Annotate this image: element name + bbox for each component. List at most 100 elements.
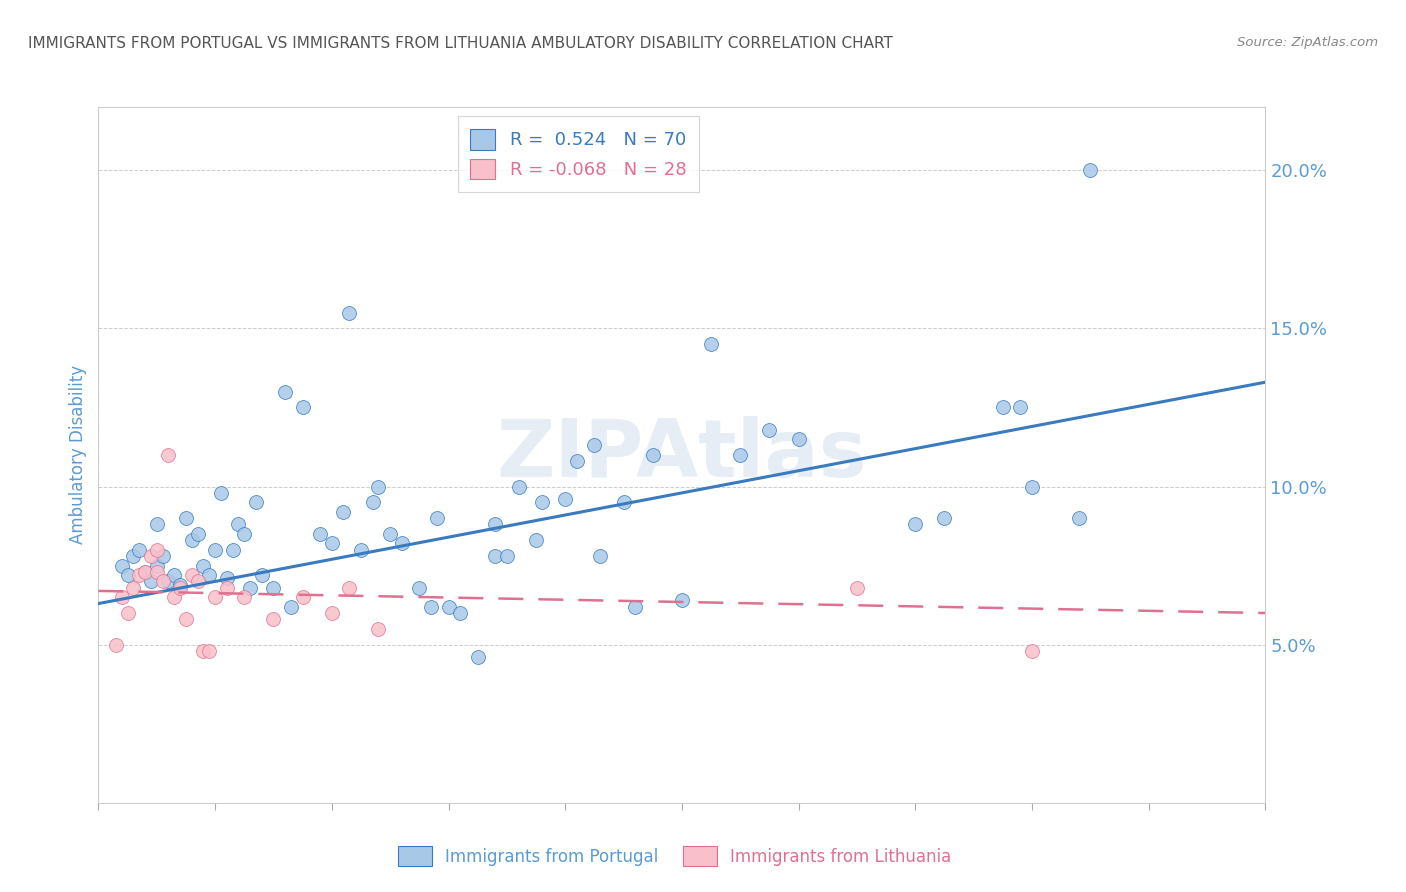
Point [169,581,191,595]
Point [117,606,139,620]
Point [198,644,221,658]
Point [221,542,243,557]
Point [146,558,169,573]
Text: IMMIGRANTS FROM PORTUGAL VS IMMIGRANTS FROM LITHUANIA AMBULATORY DISABILITY CORR: IMMIGRANTS FROM PORTUGAL VS IMMIGRANTS F… [28,36,893,51]
Point [174,612,197,626]
Point [420,599,443,614]
Point [508,479,530,493]
Point [391,536,413,550]
Point [437,599,460,614]
Point [134,565,156,579]
Point [157,448,180,462]
Point [180,568,202,582]
Point [641,448,664,462]
Point [262,581,284,595]
Point [152,574,174,589]
Point [408,581,430,595]
Point [758,423,780,437]
Point [250,568,273,582]
Point [215,581,238,595]
Point [332,505,354,519]
Point [152,549,174,563]
Point [484,549,506,563]
Point [233,591,256,605]
Point [934,511,956,525]
Point [449,606,471,620]
Point [169,577,191,591]
Point [496,549,519,563]
Point [122,581,145,595]
Point [291,591,314,605]
Point [1067,511,1090,525]
Point [583,438,606,452]
Point [730,448,752,462]
Point [187,574,209,589]
Point [367,479,389,493]
Point [239,581,262,595]
Point [367,622,389,636]
Point [245,495,267,509]
Point [612,495,634,509]
Point [1021,479,1043,493]
Point [624,599,647,614]
Point [228,517,250,532]
Point [209,486,232,500]
Point [467,650,489,665]
Point [589,549,612,563]
Point [122,549,145,563]
Point [163,591,186,605]
Text: ZIPAtlas: ZIPAtlas [496,416,868,494]
Point [554,492,576,507]
Point [146,542,169,557]
Point [321,536,343,550]
Point [198,568,221,582]
Point [139,574,162,589]
Point [700,337,723,351]
Point [484,517,506,532]
Legend: R =  0.524   N = 70, R = -0.068   N = 28: R = 0.524 N = 70, R = -0.068 N = 28 [457,116,699,192]
Point [426,511,449,525]
Point [321,606,343,620]
Point [274,384,297,399]
Point [350,542,373,557]
Point [215,571,238,585]
Point [193,558,215,573]
Point [174,511,197,525]
Point [524,533,547,548]
Point [787,432,810,446]
Point [117,568,139,582]
Point [1021,644,1043,658]
Point [1080,163,1102,178]
Point [204,542,226,557]
Point [565,454,588,468]
Point [134,565,156,579]
Y-axis label: Ambulatory Disability: Ambulatory Disability [69,366,87,544]
Point [128,568,150,582]
Point [111,591,134,605]
Point [1010,401,1032,415]
Point [157,574,180,589]
Point [111,558,134,573]
Point [530,495,553,509]
Point [139,549,162,563]
Point [146,517,169,532]
Point [187,527,209,541]
Point [280,599,302,614]
Point [233,527,256,541]
Point [671,593,693,607]
Point [128,542,150,557]
Legend: Immigrants from Portugal, Immigrants from Lithuania: Immigrants from Portugal, Immigrants fro… [389,838,960,875]
Point [146,565,169,579]
Point [380,527,402,541]
Point [204,591,226,605]
Point [104,638,127,652]
Point [309,527,332,541]
Point [337,581,360,595]
Point [180,533,202,548]
Point [361,495,384,509]
Point [337,305,360,319]
Point [262,612,284,626]
Point [846,581,869,595]
Point [291,401,314,415]
Point [991,401,1014,415]
